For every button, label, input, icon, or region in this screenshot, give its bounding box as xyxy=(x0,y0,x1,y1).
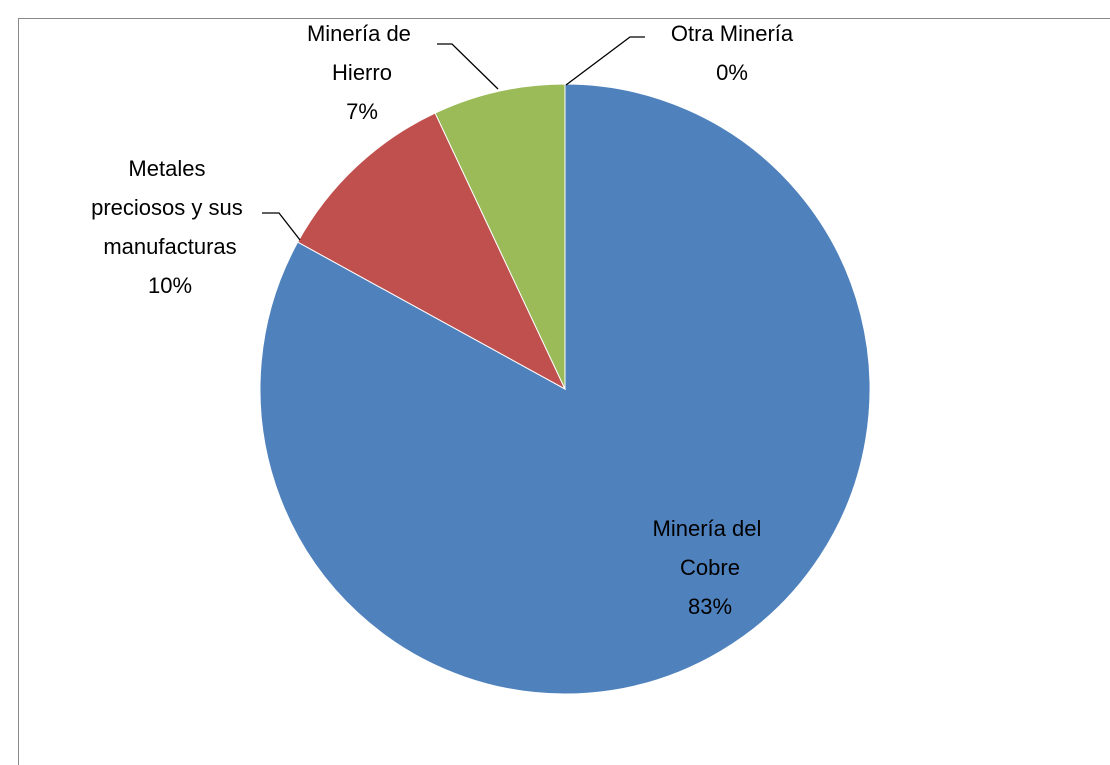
slice-label: Metales preciosos y sus manufacturas xyxy=(91,156,249,259)
slice-label: Minería del Cobre xyxy=(653,516,768,580)
leader-line xyxy=(437,43,499,90)
slice-label: Minería de Hierro xyxy=(307,21,417,85)
slice-value-label: 7% xyxy=(346,99,378,124)
slice-value-label: 0% xyxy=(716,60,748,85)
pie-slice xyxy=(434,83,566,390)
slice-value-label: 10% xyxy=(148,273,192,298)
slice-label: Otra Minería xyxy=(671,21,794,46)
pie-slice xyxy=(297,112,567,391)
slice-value-label: 83% xyxy=(688,594,732,619)
leader-line xyxy=(262,212,301,241)
leader-line xyxy=(565,36,645,86)
